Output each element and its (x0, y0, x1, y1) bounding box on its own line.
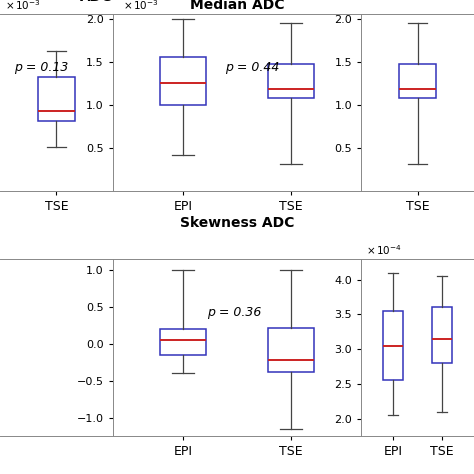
PathPatch shape (268, 328, 314, 372)
Text: $\times\,10^{-3}$: $\times\,10^{-3}$ (123, 0, 159, 12)
PathPatch shape (268, 64, 314, 98)
PathPatch shape (160, 329, 206, 355)
PathPatch shape (383, 311, 403, 381)
Text: $\times\,10^{-4}$: $\times\,10^{-4}$ (365, 243, 401, 257)
PathPatch shape (38, 77, 75, 120)
Text: p = 0.36: p = 0.36 (207, 306, 262, 319)
Title: Median ADC: Median ADC (190, 0, 284, 12)
PathPatch shape (160, 57, 206, 105)
Text: Skewness ADC: Skewness ADC (180, 216, 294, 230)
PathPatch shape (432, 308, 452, 363)
Text: $\times\,10^{-3}$: $\times\,10^{-3}$ (5, 0, 40, 12)
Text: p = 0.13: p = 0.13 (14, 61, 68, 74)
Text: ADC: ADC (81, 0, 113, 4)
Text: p = 0.44: p = 0.44 (225, 61, 279, 74)
PathPatch shape (399, 64, 436, 98)
